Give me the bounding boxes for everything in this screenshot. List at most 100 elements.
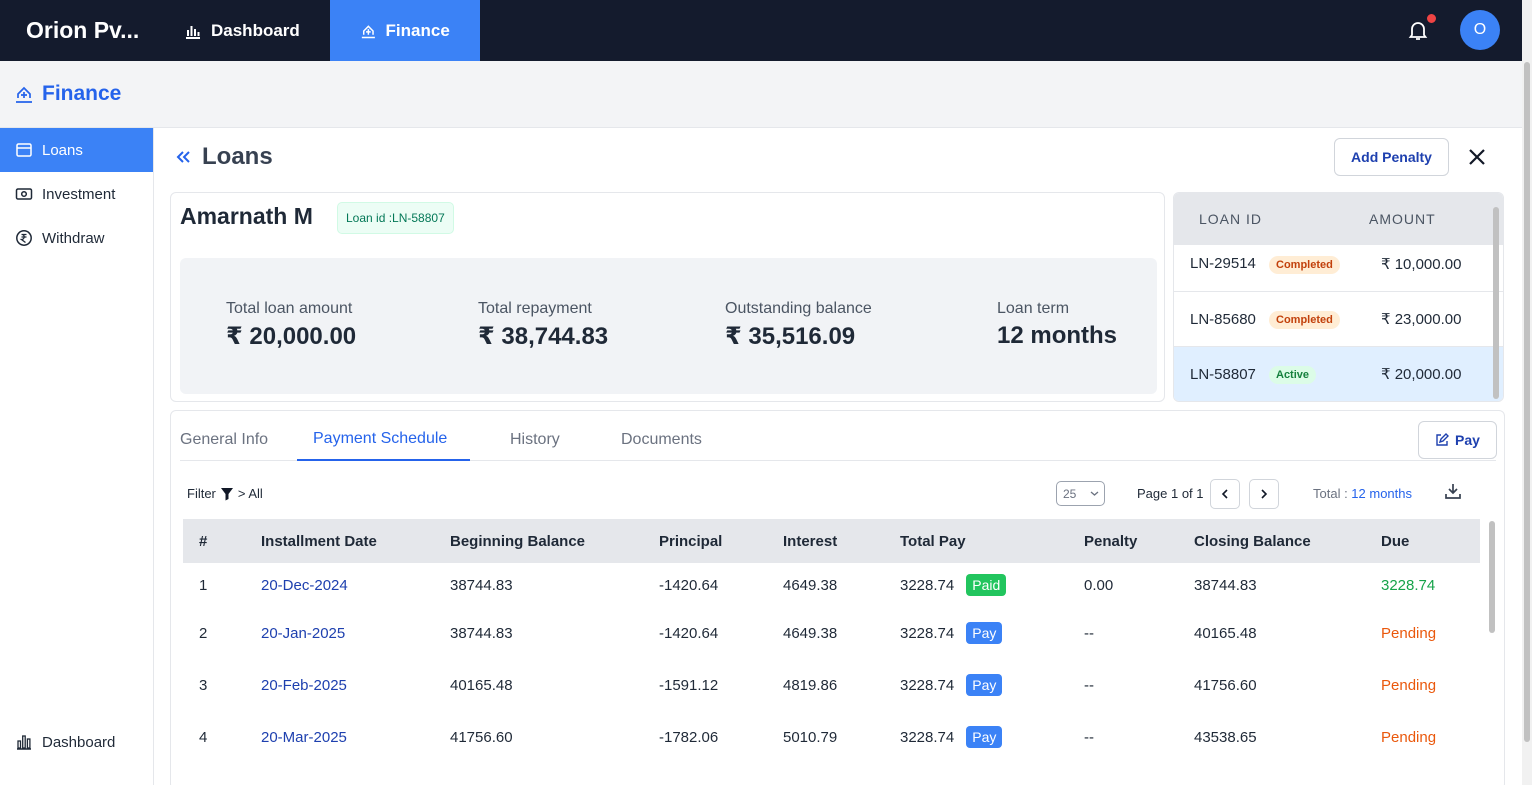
sidebar-item-label: Loans xyxy=(42,141,83,159)
column-header: Installment Date xyxy=(261,532,377,550)
pay-button[interactable]: Pay xyxy=(1418,421,1497,459)
notification-bell-icon[interactable] xyxy=(1406,12,1438,42)
stat-label: Total loan amount xyxy=(226,300,353,317)
table-header: # Installment Date Beginning Balance Pri… xyxy=(183,519,1480,563)
installment-number: 3 xyxy=(199,676,208,694)
page-size-select[interactable]: 25 xyxy=(1056,481,1105,506)
principal: -1591.12 xyxy=(659,676,719,694)
beginning-balance: 38744.83 xyxy=(450,624,513,642)
loan-amount: ₹ 20,000.00 xyxy=(1381,366,1462,383)
installment-date-link[interactable]: 20-Feb-2025 xyxy=(261,676,347,694)
download-icon[interactable] xyxy=(1443,481,1463,501)
loan-id-badge: Loan id :LN-58807 xyxy=(337,202,454,234)
section-title: Finance xyxy=(42,82,122,105)
active-tab-indicator xyxy=(297,459,470,461)
tab-general-info[interactable]: General Info xyxy=(180,431,269,448)
double-chevron-left-icon[interactable] xyxy=(174,148,192,166)
paid-badge: Paid xyxy=(966,574,1007,596)
table-row: 4 20-Mar-2025 41756.60 -1782.06 5010.79 … xyxy=(183,711,1480,763)
nav-tab-finance[interactable]: Finance xyxy=(329,0,480,61)
column-header: Due xyxy=(1381,532,1410,550)
chevron-right-icon xyxy=(1261,489,1268,499)
stat-loan-term: Loan term 12 months xyxy=(997,300,1117,350)
filter-value: > All xyxy=(237,486,263,501)
pay-installment-button[interactable]: Pay xyxy=(966,622,1003,644)
closing-balance: 38744.83 xyxy=(1194,576,1257,594)
tab-payment-schedule[interactable]: Payment Schedule xyxy=(313,430,448,447)
due-status: Pending xyxy=(1381,728,1437,746)
total-pay: 3228.74 xyxy=(900,576,955,594)
total-pay: 3228.74 xyxy=(900,676,955,694)
sidebar-item-withdraw[interactable]: Withdraw xyxy=(0,216,153,260)
closing-balance: 43538.65 xyxy=(1194,728,1257,746)
filter-icon xyxy=(220,487,233,500)
stat-value: ₹ 35,516.09 xyxy=(725,323,856,350)
wallet-icon xyxy=(16,143,32,157)
stat-value: ₹ 20,000.00 xyxy=(226,323,357,350)
total-label: Total : xyxy=(1313,486,1352,501)
stat-value: ₹ 38,744.83 xyxy=(478,323,609,350)
avatar[interactable]: O xyxy=(1460,10,1500,50)
brand-name[interactable]: Orion Pv... xyxy=(26,17,140,43)
notification-dot xyxy=(1425,12,1438,25)
page-scrollbar[interactable] xyxy=(1522,0,1532,785)
loan-list-row[interactable]: LN-85680 Completed ₹ 23,000.00 xyxy=(1174,292,1503,347)
interest: 4649.38 xyxy=(783,576,838,594)
table-scrollbar[interactable] xyxy=(1489,521,1495,633)
page-info: Page 1 of 1 xyxy=(1137,486,1204,501)
column-header: Penalty xyxy=(1084,532,1138,550)
interest: 4819.86 xyxy=(783,676,838,694)
pay-button-label: Pay xyxy=(1455,432,1480,448)
loan-list-scrollbar[interactable] xyxy=(1493,207,1499,399)
loan-id: LN-29514 xyxy=(1190,255,1256,272)
penalty: -- xyxy=(1084,624,1094,642)
table-row: 3 20-Feb-2025 40165.48 -1591.12 4819.86 … xyxy=(183,659,1480,711)
beginning-balance: 38744.83 xyxy=(450,576,513,594)
sidebar-item-dashboard[interactable]: Dashboard xyxy=(0,720,154,764)
installment-date-link[interactable]: 20-Jan-2025 xyxy=(261,624,346,642)
installment-number: 2 xyxy=(199,624,208,642)
loan-amount: ₹ 23,000.00 xyxy=(1381,311,1462,328)
section-header: Finance xyxy=(0,61,1522,128)
column-header: Principal xyxy=(659,532,723,550)
pay-installment-button[interactable]: Pay xyxy=(966,726,1003,748)
table-row: 1 20-Dec-2024 38744.83 -1420.64 4649.38 … xyxy=(183,563,1480,607)
total-count: Total : 12 months xyxy=(1313,486,1412,501)
penalty: -- xyxy=(1084,676,1094,694)
closing-balance: 40165.48 xyxy=(1194,624,1257,642)
penalty: 0.00 xyxy=(1084,576,1114,594)
total-pay: 3228.74 xyxy=(900,728,955,746)
status-badge: Completed xyxy=(1269,310,1340,329)
borrower-name: Amarnath M xyxy=(180,203,313,229)
scrollbar-thumb[interactable] xyxy=(1524,62,1530,742)
installment-date-link[interactable]: 20-Mar-2025 xyxy=(261,728,347,746)
stat-label: Outstanding balance xyxy=(725,300,872,317)
loan-summary-card: Amarnath M Loan id :LN-58807 Total loan … xyxy=(170,192,1165,402)
installment-number: 1 xyxy=(199,576,208,594)
add-penalty-button[interactable]: Add Penalty xyxy=(1334,138,1449,176)
nav-tab-dashboard[interactable]: Dashboard xyxy=(168,0,330,61)
schedule-panel: General Info Payment Schedule History Do… xyxy=(170,410,1505,785)
installment-date-link[interactable]: 20-Dec-2024 xyxy=(261,576,348,594)
filter-label: Filter xyxy=(187,486,216,501)
column-header: LOAN ID xyxy=(1199,211,1263,227)
sidebar-item-investment[interactable]: Investment xyxy=(0,172,153,216)
pay-installment-button[interactable]: Pay xyxy=(966,674,1003,696)
tab-documents[interactable]: Documents xyxy=(621,431,702,448)
prev-page-button[interactable] xyxy=(1210,479,1240,509)
stat-total-loan: Total loan amount ₹ 20,000.00 xyxy=(226,300,356,351)
sidebar-item-label: Investment xyxy=(42,185,116,203)
sidebar-item-loans[interactable]: Loans xyxy=(0,128,153,172)
table-toolbar: Filter > All 25 Page 1 of 1 Total : 12 m… xyxy=(187,479,1487,509)
penalty: -- xyxy=(1084,728,1094,746)
filter-control[interactable]: Filter > All xyxy=(187,486,263,501)
rupee-circle-icon xyxy=(16,230,32,246)
total-pay: 3228.74 xyxy=(900,624,955,642)
loan-list-row[interactable]: LN-58807 Active ₹ 20,000.00 xyxy=(1174,347,1503,401)
stat-label: Loan term xyxy=(997,300,1070,317)
main-content: Loans Add Penalty Amarnath M Loan id :LN… xyxy=(154,128,1522,785)
loan-list-row[interactable]: LN-29514 Completed ₹ 10,000.00 xyxy=(1174,245,1503,292)
next-page-button[interactable] xyxy=(1249,479,1279,509)
close-icon[interactable] xyxy=(1466,146,1488,168)
tab-history[interactable]: History xyxy=(510,431,560,448)
